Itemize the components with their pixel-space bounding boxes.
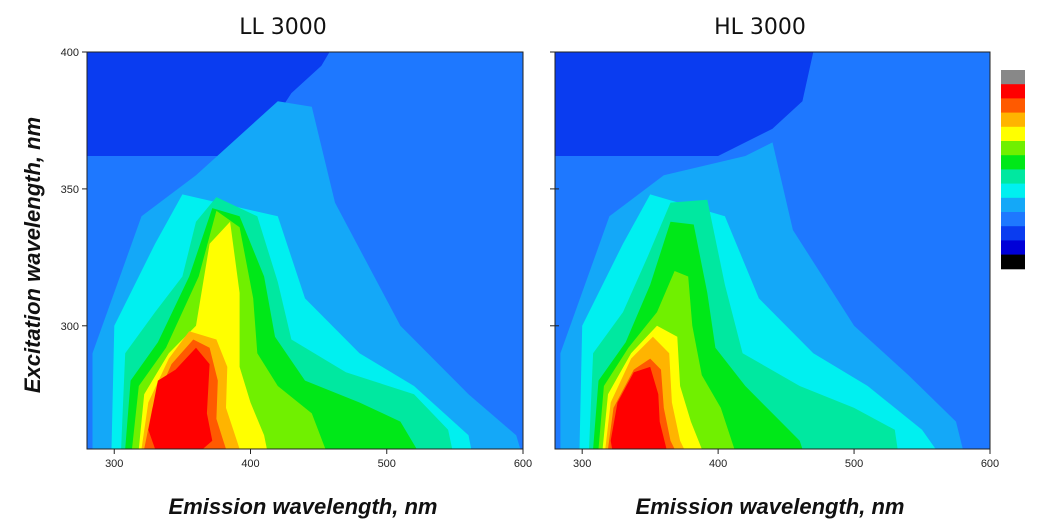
color-scale-swatch <box>1001 141 1025 156</box>
contour-level-12 <box>148 347 213 449</box>
plot-frame <box>86 51 524 450</box>
color-scale-swatch <box>1001 226 1025 241</box>
x-tick-label: 300 <box>573 458 591 470</box>
x-axis-title: Emission wavelength, nm <box>636 494 905 519</box>
x-tick-label: 300 <box>105 458 123 470</box>
color-scale-swatch <box>1001 254 1025 270</box>
color-scale-swatch <box>1001 212 1025 227</box>
color-scale-swatch <box>1001 70 1025 85</box>
color-scale-swatch <box>1001 112 1025 128</box>
color-scale-swatch <box>1001 197 1025 213</box>
plot-frame <box>554 51 991 450</box>
color-scale-swatch <box>1001 183 1025 199</box>
color-scale-swatch <box>1001 126 1025 142</box>
y-axis-title: Excitation wavelength, nm <box>20 117 45 393</box>
x-axis-title: Emission wavelength, nm <box>169 494 438 519</box>
x-tick-label: 500 <box>845 458 863 470</box>
contour-level-12 <box>610 366 667 449</box>
panel-ll-3000: LL 3000 Emission wavelength, nm 300 400 50… <box>61 15 533 519</box>
color-scale-swatch <box>1001 98 1025 114</box>
y-tick-label: 300 <box>61 321 79 333</box>
panel-title: HL 3000 <box>714 15 806 40</box>
color-scale-swatch <box>1001 84 1025 99</box>
panel-title: LL 3000 <box>239 15 327 40</box>
color-scale-legend <box>1001 70 1025 270</box>
y-tick-label: 400 <box>61 47 79 59</box>
y-tick-label: 350 <box>61 184 79 196</box>
color-scale-swatch <box>1001 169 1025 185</box>
x-tick-label: 400 <box>709 458 727 470</box>
contour-plot-area <box>87 52 523 449</box>
color-scale-swatch <box>1001 155 1025 170</box>
x-tick-label: 400 <box>241 458 259 470</box>
x-tick-label: 600 <box>981 458 999 470</box>
x-tick-label: 500 <box>378 458 396 470</box>
color-scale-swatch <box>1001 240 1025 256</box>
x-tick-label: 600 <box>514 458 532 470</box>
contour-plot-area <box>555 52 990 449</box>
panel-hl-3000: HL 3000 Emission wavelength, nm 300 400 50… <box>550 15 999 519</box>
